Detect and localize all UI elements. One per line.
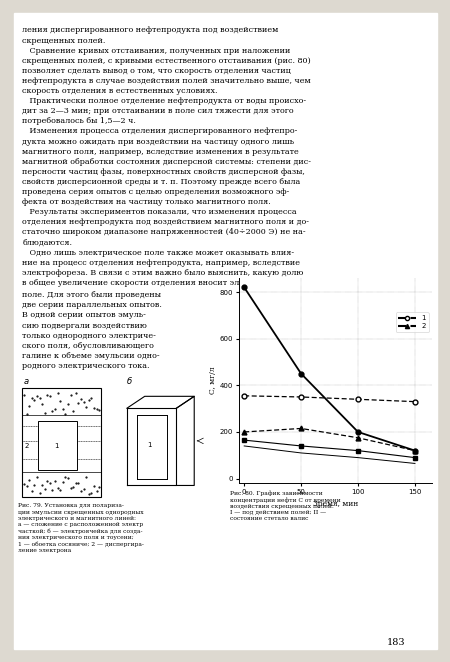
Point <box>26 399 33 410</box>
Point <box>80 489 87 499</box>
Point <box>70 404 77 415</box>
Point <box>75 481 82 491</box>
Point <box>95 404 103 415</box>
Point <box>95 488 103 498</box>
Point <box>46 481 54 491</box>
Point <box>64 406 72 417</box>
Point <box>49 484 56 495</box>
Point <box>59 404 67 414</box>
Point <box>39 483 46 493</box>
Point <box>83 394 90 404</box>
Point <box>28 403 35 414</box>
Point <box>44 480 51 491</box>
Point <box>20 387 27 398</box>
Text: поле. Для этого были проведены
две серии параллельных опытов.
В одной серии опыт: поле. Для этого были проведены две серии… <box>22 291 162 370</box>
Point <box>62 395 69 406</box>
Y-axis label: C, мг/л: C, мг/л <box>209 367 216 395</box>
Point <box>31 392 38 402</box>
Point <box>54 393 61 403</box>
Point <box>85 409 92 420</box>
Text: 1: 1 <box>54 443 59 449</box>
Point <box>75 404 82 414</box>
Point <box>33 483 40 494</box>
Point <box>26 482 33 493</box>
Point <box>59 485 67 495</box>
Legend: 1, 2: 1, 2 <box>396 312 428 332</box>
Point <box>90 389 98 399</box>
Point <box>57 483 64 494</box>
Point <box>41 402 48 413</box>
Text: ления диспергированного нефтепродукта под воздействием
скрещенных полей.
   Срав: ления диспергированного нефтепродукта по… <box>22 26 311 287</box>
Text: 183: 183 <box>387 638 405 647</box>
Point <box>39 404 46 414</box>
Point <box>93 477 100 488</box>
Point <box>23 482 30 493</box>
Point <box>51 486 59 496</box>
Point <box>83 478 90 489</box>
Point <box>62 481 69 492</box>
Text: 1: 1 <box>148 442 152 448</box>
Point <box>44 400 51 410</box>
Point <box>41 487 48 497</box>
Point <box>77 477 85 488</box>
Text: 2: 2 <box>25 443 29 449</box>
Point <box>33 404 40 414</box>
Point <box>72 389 80 399</box>
Point <box>46 390 54 401</box>
Point <box>57 395 64 406</box>
Point <box>51 395 59 406</box>
Point <box>36 397 43 407</box>
Point <box>90 483 98 493</box>
Point <box>49 397 56 407</box>
Text: Рис. 79. Установка для полариза-
ции эмульсии скрещенных однородных
электрическо: Рис. 79. Установка для полариза- ции эму… <box>18 503 144 553</box>
Point <box>72 485 80 495</box>
Point <box>88 407 95 418</box>
Point <box>31 484 38 495</box>
Point <box>93 402 100 413</box>
Point <box>85 488 92 498</box>
Point <box>28 488 35 498</box>
Point <box>77 401 85 412</box>
Text: Рис. 80. График зависимости
концентрации нефти С от времени
воздействия скрещенн: Рис. 80. График зависимости концентрации… <box>230 490 340 522</box>
Point <box>20 484 27 495</box>
Point <box>54 479 61 490</box>
Point <box>67 484 74 495</box>
Point <box>23 388 30 399</box>
Text: б: б <box>127 377 132 387</box>
Point <box>80 393 87 403</box>
X-axis label: Зремя, мин: Зремя, мин <box>313 500 358 508</box>
Point <box>67 395 74 405</box>
Point <box>70 484 77 495</box>
Bar <box>38 422 77 470</box>
Point <box>88 475 95 486</box>
Point <box>36 487 43 497</box>
Text: а: а <box>24 377 29 387</box>
Point <box>64 487 72 497</box>
